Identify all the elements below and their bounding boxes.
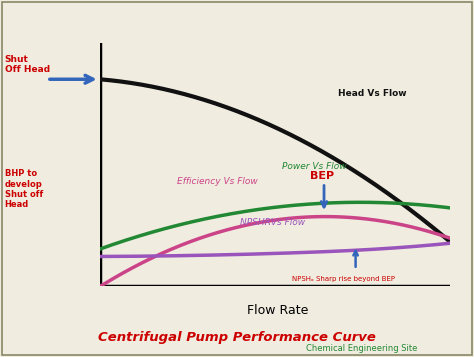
Text: Centrifugal Pump Performance Curve: Centrifugal Pump Performance Curve xyxy=(98,331,376,344)
Text: Head Vs Flow: Head Vs Flow xyxy=(338,89,407,98)
Text: Flow Rate: Flow Rate xyxy=(246,304,308,317)
Text: Efficiency Vs Flow: Efficiency Vs Flow xyxy=(177,177,257,186)
Text: Chemical Engineering Site: Chemical Engineering Site xyxy=(306,345,417,353)
Text: BHP to
develop
Shut off
Head: BHP to develop Shut off Head xyxy=(5,169,43,209)
Text: NPSHRVs Flow: NPSHRVs Flow xyxy=(240,218,305,227)
Text: Power Vs Flow: Power Vs Flow xyxy=(282,162,346,171)
Text: BEP: BEP xyxy=(310,171,334,181)
Text: NPSHₐ Sharp rise beyond BEP: NPSHₐ Sharp rise beyond BEP xyxy=(292,276,395,282)
Text: Shut
Off Head: Shut Off Head xyxy=(5,55,50,74)
